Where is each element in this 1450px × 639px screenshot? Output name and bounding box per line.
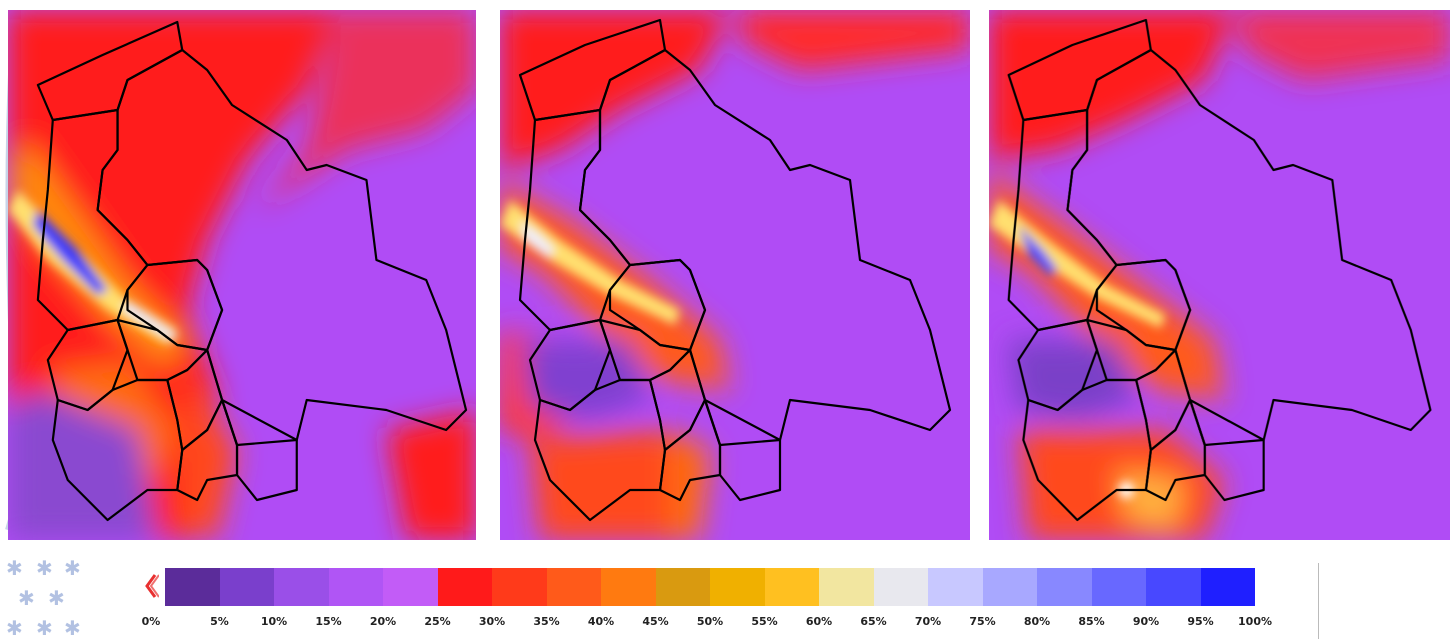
svg-text:✱: ✱: [6, 616, 23, 639]
colorbar-swatch: [1037, 568, 1092, 606]
map-2-graphic: [500, 10, 970, 540]
colorbar-tick-label: 80%: [1023, 615, 1051, 628]
colorbar-tick-label: 30%: [478, 615, 506, 628]
map-3-graphic: [989, 10, 1450, 540]
colorbar-tick-label: 75%: [969, 615, 996, 628]
colorbar-swatch: [328, 568, 383, 606]
colorbar-swatch: [1146, 568, 1201, 606]
colorbar-swatch: [1091, 568, 1146, 606]
colorbar-swatch: [982, 568, 1037, 606]
colorbar-swatch: [219, 568, 274, 606]
colorbar-tick-label: 70%: [914, 615, 942, 628]
colorbar-tick-label: 100%: [1238, 615, 1272, 628]
colorbar-swatch: [928, 568, 983, 606]
colorbar-swatch: [601, 568, 656, 606]
colorbar-tick-label: 20%: [369, 615, 397, 628]
colorbar-tick-label: 40%: [587, 615, 615, 628]
colorbar-swatch: [819, 568, 874, 606]
colorbar-tick-labels: 0% 5% 10% 15% 20% 25% 30% 35% 40% 45% 50% 55% 60% 65%…: [141, 615, 1272, 633]
colorbar-swatch: [274, 568, 329, 606]
colorbar-swatch: [165, 568, 220, 606]
colorbar-tick-label: 25%: [424, 615, 451, 628]
colorbar-swatch: [764, 568, 819, 606]
colorbar-tick-label: 55%: [751, 615, 778, 628]
colorbar-swatch: [492, 568, 547, 606]
colorbar-tick-label: 15%: [315, 615, 342, 628]
svg-text:✱: ✱: [64, 616, 80, 639]
colorbar-swatch: [655, 568, 710, 606]
svg-text:✱: ✱: [36, 556, 53, 580]
colorbar: [165, 568, 1255, 606]
colorbar-swatch: [546, 568, 601, 606]
svg-text:✱: ✱: [64, 556, 80, 580]
colorbar-swatch: [873, 568, 928, 606]
svg-text:✱: ✱: [48, 586, 65, 610]
colorbar-tick-label: 45%: [642, 615, 669, 628]
colorbar-tick-label: 50%: [696, 615, 724, 628]
colorbar-swatch: [710, 568, 765, 606]
legend-cap-icon: [145, 574, 159, 598]
colorbar-tick-label: 95%: [1187, 615, 1214, 628]
map-panel-1: [8, 10, 476, 540]
colorbar-swatch: [1200, 568, 1255, 606]
colorbar-tick-label: 60%: [805, 615, 833, 628]
colorbar-tick-label: 65%: [860, 615, 887, 628]
colorbar-tick-label: 90%: [1132, 615, 1160, 628]
map-1-graphic: [8, 10, 476, 540]
svg-text:✱: ✱: [6, 556, 23, 580]
colorbar-tick-label: 5%: [210, 615, 229, 628]
colorbar-swatch: [383, 568, 438, 606]
map-panel-3: [989, 10, 1450, 540]
colorbar-tick-label: 0%: [141, 615, 161, 628]
colorbar-swatch: [437, 568, 492, 606]
svg-text:✱: ✱: [18, 586, 35, 610]
divider-line: [1318, 563, 1319, 639]
colorbar-tick-label: 35%: [533, 615, 560, 628]
colorbar-tick-label: 85%: [1078, 615, 1105, 628]
map-panel-2: [500, 10, 970, 540]
svg-text:✱: ✱: [36, 616, 53, 639]
colorbar-legend: 0% 5% 10% 15% 20% 25% 30% 35% 40% 45% 50% 55% 60% 65%…: [141, 563, 1272, 639]
colorbar-tick-label: 10%: [260, 615, 288, 628]
